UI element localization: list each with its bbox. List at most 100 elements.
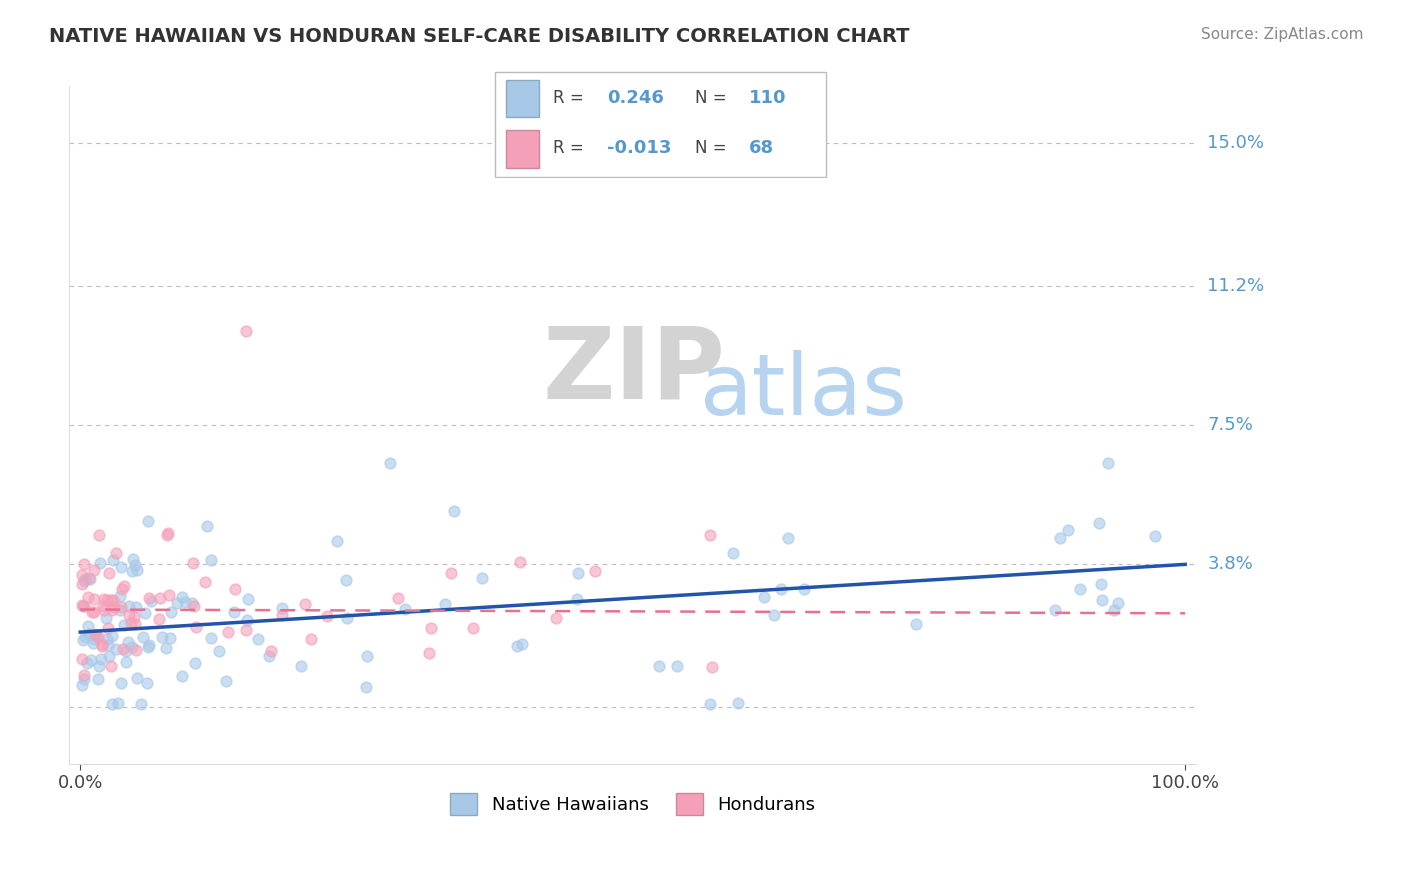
Point [100, 659, 122, 673]
Text: 15.0%: 15.0% [1208, 134, 1264, 152]
Point [93, 602, 115, 616]
Point [1049, 531, 1071, 545]
Point [101, 553, 124, 567]
Point [82, 635, 104, 649]
Point [183, 599, 205, 613]
Point [215, 674, 238, 689]
Point [294, 597, 316, 611]
Point [100, 602, 122, 616]
Point [699, 697, 721, 711]
Point [105, 546, 128, 560]
Point [665, 659, 688, 673]
Point [104, 641, 127, 656]
Point [87, 528, 110, 542]
Point [73, 599, 96, 614]
Point [72, 567, 94, 582]
Point [776, 531, 799, 545]
Point [172, 591, 194, 605]
Point [394, 601, 416, 615]
Legend: Native Hawaiians, Hondurans: Native Hawaiians, Hondurans [443, 786, 823, 822]
Point [100, 629, 122, 643]
Point [83, 627, 105, 641]
Point [155, 528, 177, 542]
Point [420, 621, 443, 635]
Point [122, 552, 145, 566]
Point [378, 456, 401, 470]
Point [97, 648, 120, 663]
Point [762, 607, 785, 622]
Point [77, 571, 100, 585]
Point [111, 582, 134, 596]
Point [184, 657, 207, 671]
Point [727, 696, 749, 710]
Point [356, 648, 378, 663]
Point [259, 649, 281, 664]
Point [1097, 456, 1119, 470]
Point [793, 582, 815, 597]
Point [471, 571, 494, 585]
Point [101, 593, 124, 607]
Text: R =: R = [553, 139, 583, 157]
Point [96, 592, 118, 607]
Point [96, 632, 118, 646]
Point [127, 671, 149, 685]
Point [509, 555, 531, 569]
Point [115, 655, 138, 669]
Point [200, 632, 222, 646]
Point [1088, 516, 1111, 531]
Point [93, 591, 115, 606]
Point [110, 559, 132, 574]
Text: 110: 110 [748, 88, 786, 106]
Point [138, 514, 160, 528]
Point [100, 592, 122, 607]
Point [325, 533, 347, 548]
Point [224, 582, 246, 596]
Point [117, 635, 139, 649]
Point [76, 619, 98, 633]
Point [89, 556, 111, 570]
Point [217, 624, 239, 639]
Text: 68: 68 [748, 139, 773, 157]
Point [90, 651, 112, 665]
Point [1102, 603, 1125, 617]
Point [565, 592, 588, 607]
Point [174, 595, 197, 609]
Point [510, 637, 533, 651]
Point [770, 582, 793, 596]
Point [72, 598, 94, 612]
Point [184, 619, 207, 633]
Point [90, 637, 112, 651]
Point [195, 519, 218, 533]
Point [181, 596, 204, 610]
Text: 0.246: 0.246 [607, 88, 664, 106]
Point [172, 669, 194, 683]
Point [89, 658, 111, 673]
Point [181, 556, 204, 570]
Point [354, 680, 377, 694]
Point [159, 588, 181, 602]
Point [506, 639, 529, 653]
Point [97, 638, 120, 652]
Point [110, 675, 132, 690]
Point [94, 610, 117, 624]
Point [235, 324, 257, 338]
Point [131, 697, 153, 711]
Point [1069, 582, 1091, 597]
Text: -0.013: -0.013 [607, 139, 671, 157]
Point [443, 504, 465, 518]
Point [79, 627, 101, 641]
Point [122, 609, 145, 624]
Point [270, 600, 292, 615]
Point [316, 609, 339, 624]
Point [440, 566, 463, 581]
Point [134, 606, 156, 620]
Point [132, 630, 155, 644]
Point [1091, 593, 1114, 607]
Point [76, 657, 98, 671]
Point [1143, 528, 1166, 542]
Point [246, 632, 269, 647]
Point [125, 563, 148, 577]
Point [72, 652, 94, 666]
FancyBboxPatch shape [506, 130, 540, 168]
Point [699, 528, 721, 542]
